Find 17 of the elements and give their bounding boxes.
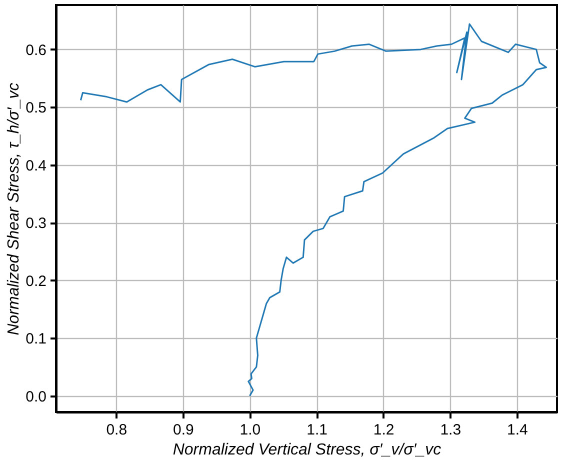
x-tick-label: 1.4 (506, 422, 528, 438)
x-tick-label: 0.8 (106, 422, 128, 438)
y-tick-label: 0.4 (26, 157, 46, 174)
y-tick-label: 0.2 (26, 272, 46, 290)
y-tick-label: 0.1 (26, 330, 46, 348)
x-tick-label: 1.0 (240, 422, 261, 438)
x-tick-label: 1.2 (373, 422, 394, 438)
x-axis-title: Normalized Vertical Stress, σ′_v/σ′_vc (172, 442, 442, 458)
y-axis-title: Normalized Shear Stress, τ_h/σ′_vc (6, 82, 23, 336)
x-tick-label: 1.3 (440, 422, 462, 438)
x-tick-label: 1.1 (306, 422, 328, 438)
y-tick-label: 0.5 (26, 100, 46, 117)
x-tick-label: 0.9 (172, 422, 194, 438)
y-tick-label: 0.3 (26, 215, 46, 232)
y-tick-label: 0.0 (26, 388, 46, 406)
y-tick-label: 0.6 (26, 42, 46, 59)
line-series (80, 23, 548, 397)
